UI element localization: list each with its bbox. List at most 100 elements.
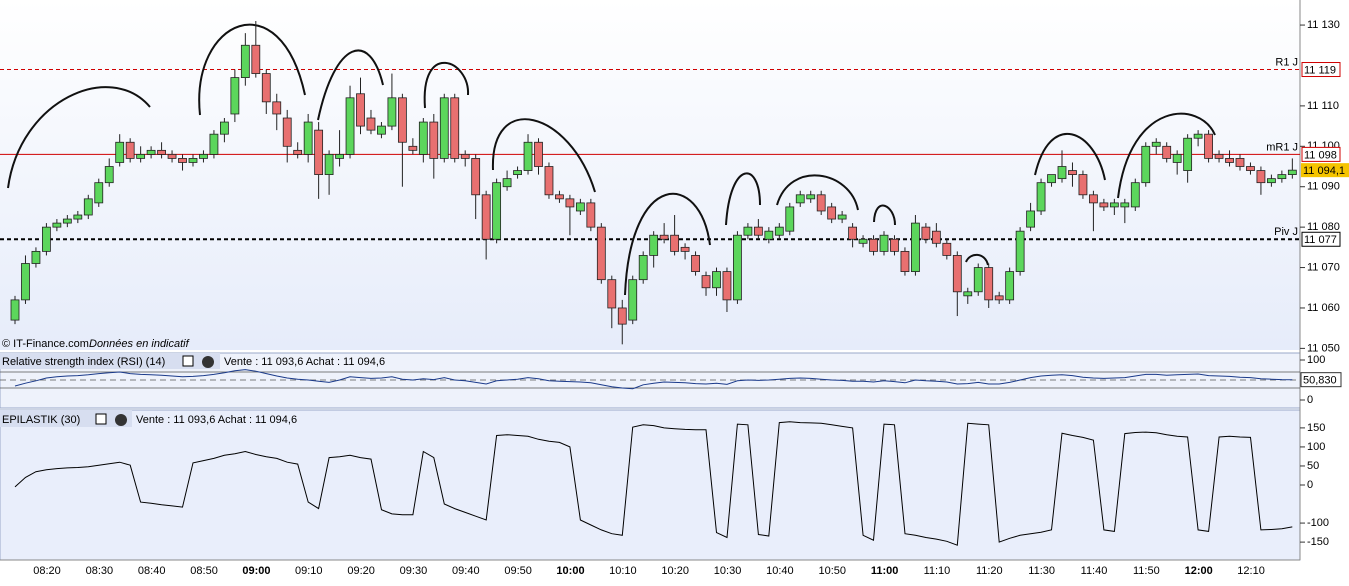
candle-body — [125, 141, 135, 159]
candle-body — [62, 218, 72, 224]
x-tick-label: 09:00 — [242, 565, 270, 577]
candle-body — [1057, 166, 1067, 180]
candle-body — [481, 194, 491, 240]
epilastik-panel — [0, 409, 1301, 561]
candle-body — [450, 97, 460, 159]
indicator-line — [14, 421, 1293, 546]
x-tick-label: 08:40 — [138, 565, 166, 577]
candle-body — [659, 234, 669, 240]
candle-body — [157, 149, 166, 155]
candle-body — [303, 121, 313, 155]
candle-body — [377, 125, 386, 135]
candle-body — [544, 166, 554, 196]
x-tick-label: 09:10 — [295, 565, 323, 577]
candle-body — [178, 158, 187, 163]
candle-body — [848, 226, 857, 240]
candle-body — [921, 226, 931, 240]
window-icon[interactable] — [182, 355, 194, 367]
candle-body — [837, 214, 847, 220]
level-label: 11 119 — [1304, 64, 1336, 76]
window-icon[interactable] — [95, 413, 107, 425]
current-label: 50,830 — [1303, 375, 1337, 387]
candle-body — [617, 307, 627, 325]
x-tick-label: 11:40 — [1081, 565, 1108, 577]
candle-body — [806, 194, 816, 200]
rsi-title: Relative strength index (RSI) (14) — [2, 356, 165, 368]
candle-body — [356, 93, 365, 127]
close-icon[interactable] — [115, 414, 127, 426]
x-tick-label: 11:50 — [1133, 565, 1160, 577]
candle-body — [1078, 174, 1088, 196]
candle-body — [10, 299, 20, 321]
epi-subtitle: Vente : 11 093,6 Achat : 11 094,6 — [136, 414, 297, 426]
candle-body — [73, 214, 83, 220]
y-tick-label: 11 130 — [1307, 19, 1340, 31]
candle-body — [324, 153, 334, 175]
candle-body — [335, 153, 344, 159]
x-tick-label: 08:30 — [86, 565, 114, 577]
candle-body — [931, 230, 941, 244]
candle-body — [1151, 141, 1161, 147]
level-box — [1301, 231, 1341, 247]
candle-body — [188, 158, 198, 163]
x-tick-label: 09:50 — [504, 565, 532, 577]
candle-body — [293, 149, 303, 155]
annotation-arc — [776, 174, 859, 211]
candle-body — [733, 234, 742, 301]
candle-body — [973, 267, 983, 293]
candle-body — [816, 194, 826, 212]
annotation-arc — [491, 118, 596, 193]
candle-body — [502, 178, 512, 188]
candle-body — [1047, 174, 1056, 184]
candle-body — [523, 141, 533, 171]
candle-body — [827, 206, 837, 220]
candle-body — [1120, 202, 1130, 208]
candle-body — [261, 73, 271, 103]
annotation-arc — [1117, 112, 1216, 199]
candle-body — [418, 121, 428, 155]
candle-body — [680, 246, 690, 252]
candle-body — [1099, 202, 1109, 208]
header-icons[interactable] — [95, 355, 214, 426]
level-name: mR1 J — [1266, 141, 1298, 153]
candle-body — [219, 121, 229, 135]
y-tick-label: 11 050 — [1307, 342, 1340, 354]
candle-body — [251, 44, 261, 74]
x-tick-label: 08:20 — [33, 565, 61, 577]
candle-body — [387, 97, 397, 127]
candle-body — [272, 101, 282, 115]
current-label: 11 094,1 — [1303, 165, 1345, 177]
candle-body — [858, 238, 868, 244]
main-panel — [0, 0, 1300, 350]
annotation-arc — [624, 192, 711, 296]
close-icon[interactable] — [202, 356, 214, 368]
annotation-arc — [873, 204, 896, 226]
x-tick-label: 10:50 — [818, 565, 846, 577]
candle-body — [429, 121, 439, 159]
candle-body — [230, 77, 240, 115]
x-tick-label: 09:30 — [400, 565, 428, 577]
x-tick-label: 11:20 — [976, 565, 1003, 577]
x-tick-label: 10:10 — [609, 565, 637, 577]
candle-body — [649, 234, 659, 256]
candle-body — [1005, 271, 1015, 301]
candle-body — [439, 97, 449, 159]
level-label: 11 098 — [1304, 149, 1337, 161]
annotation-arc — [965, 253, 989, 266]
note: Données en indicatif — [89, 338, 190, 350]
candle-body — [743, 226, 753, 236]
y-tick-label: -150 — [1307, 536, 1329, 548]
candle-body — [785, 206, 795, 232]
y-tick-label: 11 070 — [1307, 261, 1340, 273]
candle-body — [94, 182, 104, 204]
candle-body — [607, 279, 617, 309]
candle-body — [1089, 194, 1098, 204]
candle-body — [1214, 153, 1224, 159]
x-tick-label: 12:10 — [1237, 565, 1265, 577]
candle-body — [314, 129, 324, 175]
candle-body — [795, 194, 805, 204]
candle-body — [83, 198, 93, 216]
candle-body — [1172, 153, 1182, 163]
candle-body — [115, 141, 125, 163]
